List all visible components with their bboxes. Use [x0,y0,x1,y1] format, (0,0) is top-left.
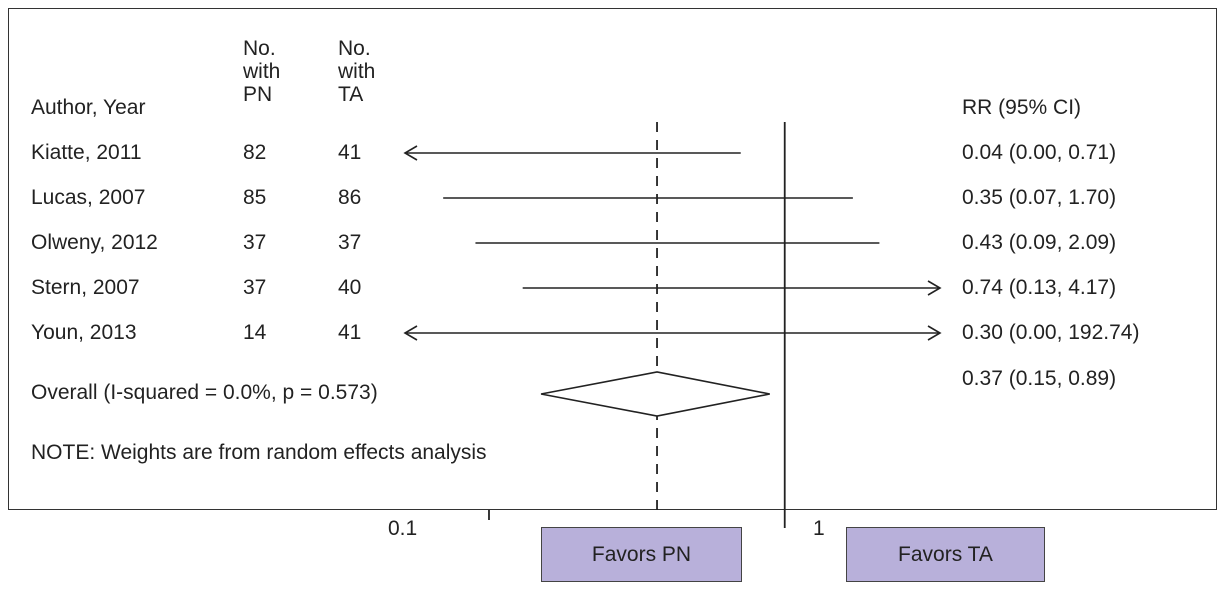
study-n-pn: 37 [243,276,267,299]
study-rr-text: 0.04 (0.00, 0.71) [962,141,1117,164]
study-n-pn: 37 [243,231,267,254]
study-rr-text: 0.74 (0.13, 4.17) [962,276,1117,299]
x-tick-label: 0.1 [388,517,418,540]
header-ta-line-1: No. [338,37,371,60]
study-n-ta: 86 [338,186,362,209]
study-n-ta: 40 [338,276,362,299]
header-rr: RR (95% CI) [962,96,1082,119]
header-pn-line-2: with [243,60,281,83]
study-label: Olweny, 2012 [31,231,158,254]
ci-arrow-right [927,325,942,341]
favors-ta-label: Favors TA [898,542,993,566]
study-label: Youn, 2013 [31,321,137,344]
x-tick-label: 1 [813,517,825,540]
ci-arrow-right [927,280,942,296]
study-label: Kiatte, 2011 [31,141,142,164]
overall-rr-text: 0.37 (0.15, 0.89) [962,367,1117,390]
overall-diamond [540,371,770,417]
study-n-pn: 85 [243,186,267,209]
study-n-pn: 82 [243,141,267,164]
study-n-ta: 41 [338,141,362,164]
favors-ta-box: Favors TA [846,527,1045,582]
header-pn: No. with PN [243,37,280,106]
header-ta: No. with TA [338,37,375,106]
favors-pn-box: Favors PN [541,527,742,582]
study-rr-text: 0.30 (0.00, 192.74) [962,321,1140,344]
study-rr-text: 0.43 (0.09, 2.09) [962,231,1117,254]
plot-frame [8,8,1217,510]
ci-arrow-left [403,145,418,161]
overall-label: Overall (I-squared = 0.0%, p = 0.573) [31,381,378,404]
ci-arrow-left [403,325,418,341]
favors-pn-label: Favors PN [591,542,692,566]
header-pn-line-3: PN [243,83,273,106]
study-n-pn: 14 [243,321,267,344]
study-label: Stern, 2007 [31,276,140,299]
study-label: Lucas, 2007 [31,186,146,209]
header-ta-line-2: with [338,60,376,83]
study-rr-text: 0.35 (0.07, 1.70) [962,186,1117,209]
study-n-ta: 37 [338,231,362,254]
study-n-ta: 41 [338,321,362,344]
header-ta-line-3: TA [338,83,364,106]
weights-note: NOTE: Weights are from random effects an… [31,441,487,464]
header-pn-line-1: No. [243,37,276,60]
header-author-year: Author, Year [31,96,146,119]
